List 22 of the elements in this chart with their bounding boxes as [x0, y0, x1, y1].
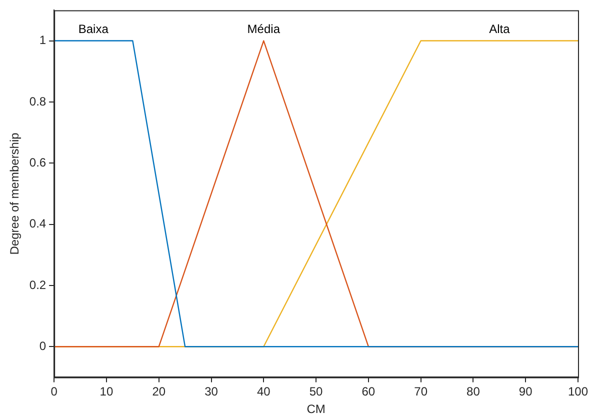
- series-label: Baixa: [78, 22, 109, 36]
- x-tick-label: 100: [568, 384, 588, 399]
- series-label: Alta: [489, 22, 510, 36]
- y-tick-label: 0.2: [29, 278, 46, 292]
- x-tick-label: 60: [362, 384, 376, 399]
- x-tick-label: 40: [256, 384, 271, 399]
- x-tick-label: 90: [518, 384, 533, 399]
- y-tick-label: 0.8: [29, 94, 46, 108]
- x-tick-label: 30: [204, 384, 218, 399]
- y-tick-label: 0.4: [29, 216, 46, 231]
- y-tick-label: 1: [39, 33, 46, 48]
- x-tick-label: 70: [414, 384, 428, 399]
- series-label: Média: [247, 22, 280, 36]
- x-tick-label: 50: [309, 384, 324, 399]
- x-axis-title: CM: [306, 402, 326, 416]
- y-axis-title: Degree of membership: [8, 132, 22, 255]
- x-tick-label: 0: [50, 384, 58, 399]
- x-tick-label: 10: [100, 384, 114, 399]
- x-tick-label: 20: [152, 384, 166, 399]
- y-tick-label: 0.6: [29, 155, 46, 170]
- y-tick-label: 0: [39, 338, 46, 353]
- x-tick-label: 80: [466, 384, 480, 399]
